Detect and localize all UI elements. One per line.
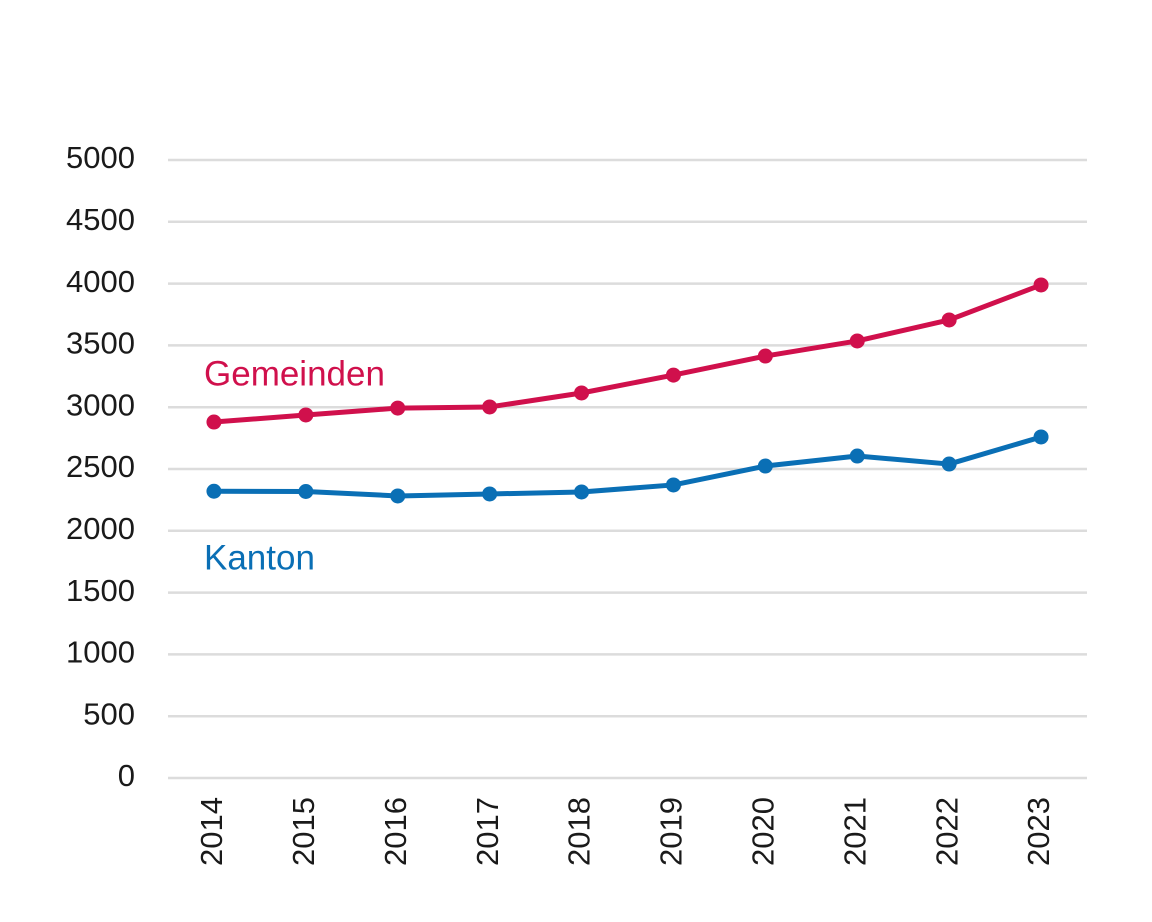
y-tick-label: 2500	[66, 449, 135, 484]
y-tick-label: 3500	[66, 326, 135, 361]
data-point	[206, 414, 222, 430]
x-tick-label: 2018	[562, 797, 597, 866]
y-tick-label: 4500	[66, 202, 135, 237]
x-tick-label: 2022	[929, 797, 964, 866]
data-point	[757, 348, 773, 364]
x-tick-label: 2016	[378, 797, 413, 866]
x-tick-label: 2020	[746, 797, 781, 866]
data-point	[298, 483, 314, 499]
y-tick-label: 500	[83, 696, 135, 731]
y-tick-label: 5000	[66, 140, 135, 175]
x-tick-label: 2015	[286, 797, 321, 866]
data-point	[665, 477, 681, 493]
data-point	[941, 456, 957, 472]
x-tick-label: 2019	[654, 797, 689, 866]
data-point	[941, 312, 957, 328]
y-tick-label: 4000	[66, 264, 135, 299]
data-point	[482, 486, 498, 502]
data-point	[298, 407, 314, 423]
y-tick-label: 0	[118, 758, 135, 793]
data-point	[849, 333, 865, 349]
data-point	[390, 488, 406, 504]
y-tick-label: 1000	[66, 635, 135, 670]
data-point	[849, 448, 865, 464]
series-line	[213, 434, 1042, 499]
y-tick-label: 1500	[66, 573, 135, 608]
data-point	[482, 399, 498, 415]
data-point	[757, 458, 773, 474]
data-point	[574, 484, 590, 500]
x-tick-label: 2023	[1021, 797, 1056, 866]
series-label: Kanton	[204, 538, 315, 577]
data-point	[1033, 429, 1049, 445]
data-point	[206, 483, 222, 499]
data-point	[390, 400, 406, 416]
series-line	[213, 282, 1042, 425]
y-tick-label: 2000	[66, 511, 135, 546]
series-label: Gemeinden	[204, 354, 385, 393]
data-point	[574, 385, 590, 401]
data-point	[665, 367, 681, 383]
x-tick-label: 2014	[194, 797, 229, 866]
data-point	[1033, 277, 1049, 293]
x-tick-label: 2021	[837, 797, 872, 866]
y-tick-label: 3000	[66, 387, 135, 422]
x-tick-label: 2017	[470, 797, 505, 866]
